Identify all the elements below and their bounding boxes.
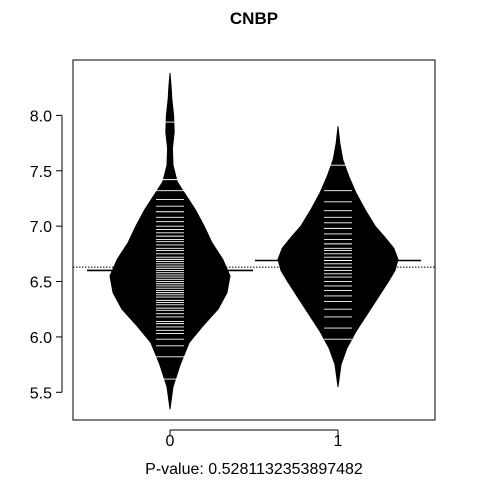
x-tick-label: 1 <box>334 433 343 450</box>
y-tick-label: 6.0 <box>30 330 52 347</box>
bean-1 <box>255 126 421 388</box>
x-axis-label: P-value: 0.5281132353897482 <box>145 461 363 478</box>
y-tick-label: 7.0 <box>30 219 52 236</box>
y-axis: 5.5 6.0 6.5 7.0 7.5 8.0 <box>30 108 63 402</box>
plot-frame <box>72 59 436 421</box>
y-tick-label: 5.5 <box>30 385 52 402</box>
y-tick-label: 6.5 <box>30 275 52 292</box>
bean-shape <box>277 126 399 388</box>
y-tick-label: 7.5 <box>30 164 52 181</box>
plot-area <box>73 72 435 410</box>
chart-title: CNBP <box>230 9 278 28</box>
bean-0 <box>87 72 253 410</box>
y-tick-label: 8.0 <box>30 108 52 125</box>
bean-shape <box>109 72 231 410</box>
x-tick-label: 0 <box>166 433 175 450</box>
